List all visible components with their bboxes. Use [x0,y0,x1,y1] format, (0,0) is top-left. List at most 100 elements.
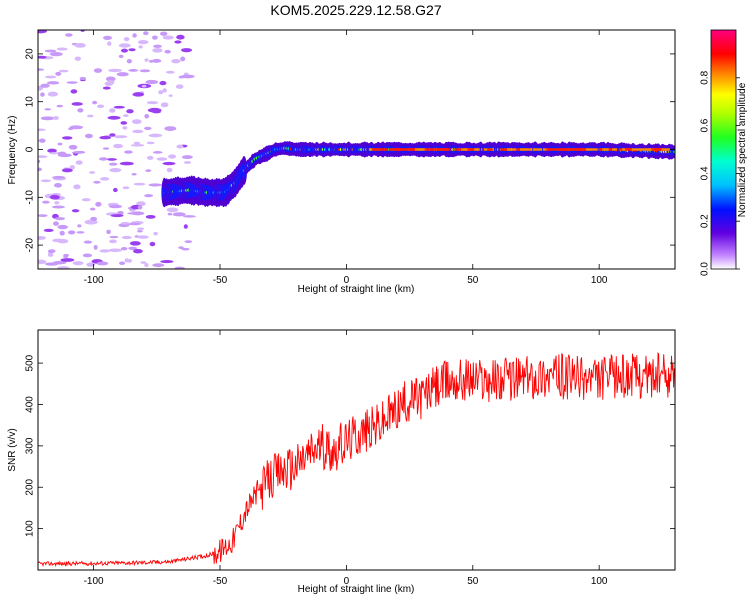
noise-blob [44,49,57,53]
ridge-peak [658,148,665,151]
noise-blob [137,205,143,210]
noise-blob [122,126,128,130]
ridge-peak [546,148,559,151]
noise-blob [146,101,159,105]
noise-blob [38,235,47,240]
noise-blob [172,212,186,217]
ridge-core [673,150,675,154]
spectrogram-y-label: Frequency (Hz) [7,116,18,185]
noise-blob [151,58,162,63]
noise-blob [109,133,116,137]
ridge-peak [575,148,586,151]
chart-title: KOM5.2025.229.12.58.G27 [270,2,441,18]
noise-blob [84,133,93,139]
y-tick-label: 400 [25,396,36,413]
noise-blob [106,229,111,235]
noise-blob [152,263,165,268]
noise-blob [38,167,42,172]
noise-blob [86,262,96,267]
noise-blob [168,94,173,97]
noise-blob [49,194,60,200]
noise-blob [119,161,134,166]
noise-blob [174,266,185,269]
noise-blob [108,204,123,209]
noise-blob [74,43,86,48]
noise-blob [132,33,137,38]
noise-blob [74,56,82,61]
noise-blob [68,144,78,150]
noise-blob [174,40,182,44]
noise-blob [180,56,186,62]
ridge-peak [661,148,670,151]
y-tick-label: 300 [25,437,36,454]
noise-blob [106,80,115,85]
noise-blob [113,143,123,149]
noise-blob [107,41,112,46]
snr-x-ticks: -100 -50 0 50 100 [84,330,608,587]
noise-blob [38,159,41,164]
noise-blob [127,212,141,215]
noise-blob [47,253,54,257]
noise-blob [56,47,68,51]
noise-blob [127,222,141,226]
noise-blob [144,126,152,131]
noise-blob [139,69,151,73]
noise-blob [146,141,155,145]
noise-blob [138,45,143,49]
noise-blob [90,216,98,221]
noise-blob [137,227,145,230]
noise-blob [38,214,48,218]
noise-blob [81,198,91,202]
noise-blob [83,240,92,244]
noise-blob [137,229,143,233]
noise-blob [61,168,73,173]
colorbar: 0.0 0.2 0.4 0.6 0.8 Normalized spectral ampl… [700,29,748,276]
noise-blob [162,88,167,93]
noise-blob [121,235,132,240]
noise-blob [171,58,181,64]
noise-blob [120,246,128,251]
noise-blob [118,54,124,59]
noise-blob [118,43,131,48]
noise-blob [109,235,119,239]
ridge-peak [559,148,572,151]
ridge-peak [454,148,466,151]
noise-blob [131,119,142,125]
y-tick-label: -20 [25,237,36,252]
noise-blob [99,249,111,253]
noise-blob [77,108,84,113]
noise-blob [98,157,108,161]
noise-blob [62,136,73,140]
noise-blob [147,107,162,113]
noise-blob [69,165,75,170]
noise-blob [106,158,117,161]
noise-blob [52,175,66,179]
noise-blob [166,167,173,173]
noise-blob [71,102,83,106]
noise-blob [109,239,117,244]
noise-blob [108,248,123,252]
noise-blob [123,37,130,42]
noise-blob [152,35,158,40]
snr-x-label: Height of straight line (km) [298,584,415,595]
noise-blob [124,150,133,154]
noise-blob [57,153,72,158]
noise-blob [100,177,110,181]
noise-blob [120,48,129,53]
noise-blob [99,135,112,140]
y-tick-label: -10 [25,190,36,205]
x-tick-label: -100 [84,275,104,286]
y-tick-label: 100 [25,520,36,537]
ridge-peak [506,148,517,151]
spectrogram-x-label: Height of straight line (km) [298,284,415,295]
noise-blob [103,35,113,40]
noise-blob [107,115,121,120]
noise-blob [44,108,52,111]
noise-blob [40,116,55,121]
noise-blob [57,238,69,244]
noise-blob [152,48,163,53]
noise-blob [120,121,128,125]
noise-blob [128,69,139,72]
noise-blob [73,184,81,190]
ridge-peak [441,148,450,151]
